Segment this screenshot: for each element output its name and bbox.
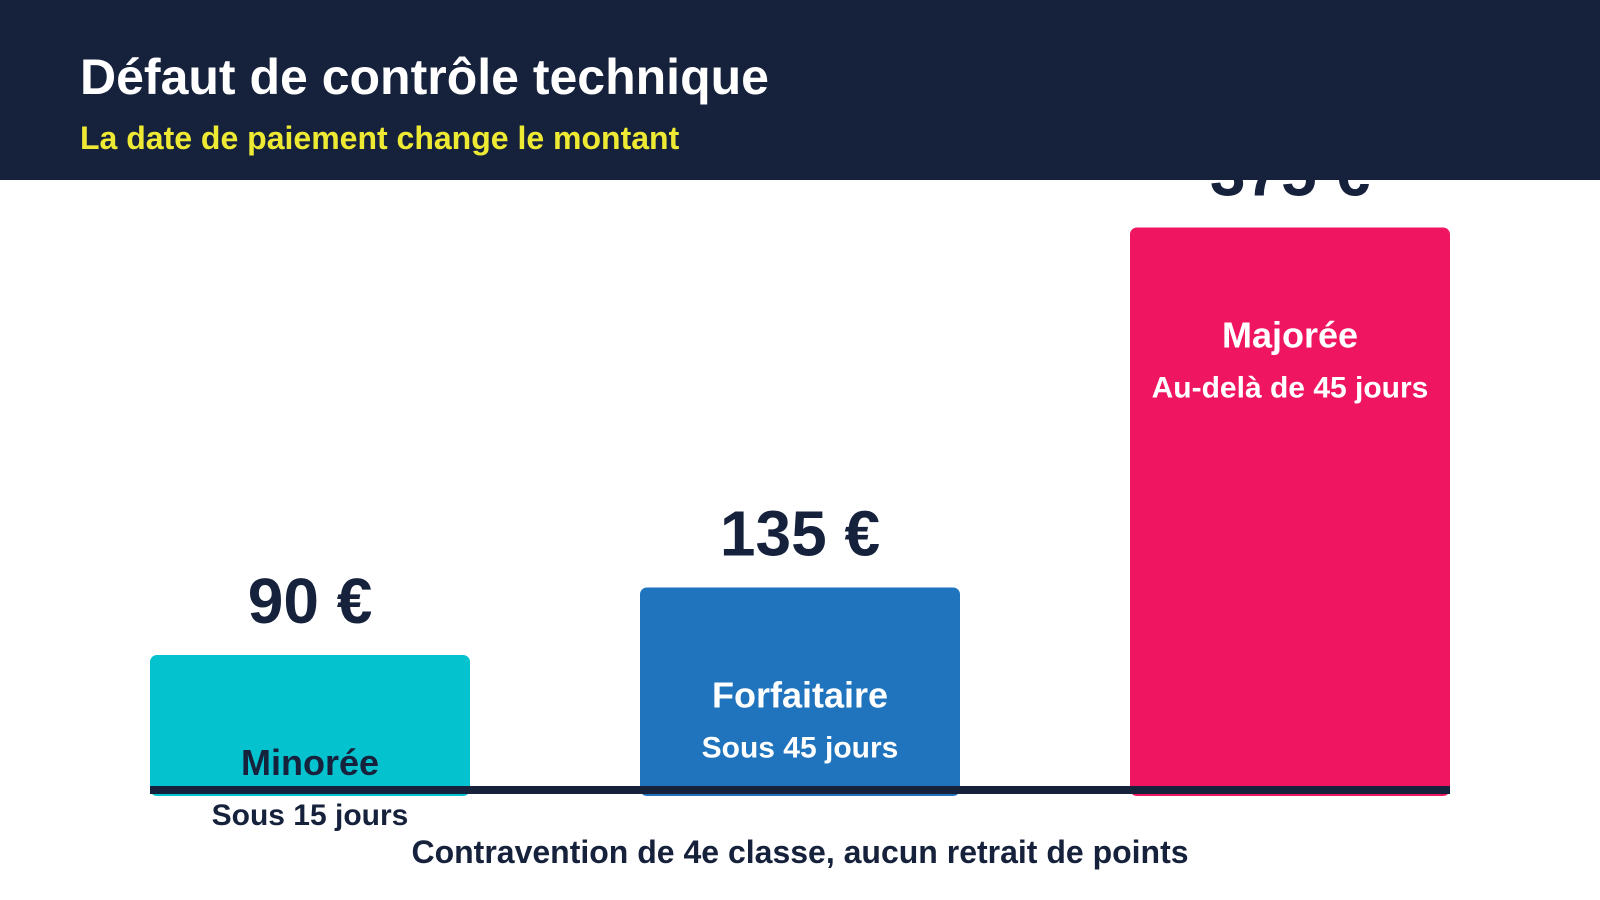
bar-sublabel-2: Sous 45 jours [702, 732, 899, 765]
bar-1 [150, 655, 470, 796]
bar-category-label-2: Forfaitaire [712, 675, 888, 716]
bar-value-label-1: 90 € [248, 565, 373, 637]
chart-baseline [150, 786, 1450, 794]
bar-sublabel-3: Au-delà de 45 jours [1152, 372, 1429, 405]
page-title: Défaut de contrôle technique [80, 49, 769, 105]
bar-value-label-2: 135 € [720, 498, 880, 570]
bar-category-label-1: Minorée [241, 742, 379, 783]
bar-2 [640, 587, 960, 796]
bar-3 [1130, 227, 1450, 796]
header-banner: Défaut de contrôle technique La date de … [0, 0, 1600, 180]
bar-value-label-3: 375 € [1210, 138, 1370, 210]
bar-sublabel-1: Sous 15 jours [212, 799, 409, 832]
bar-category-label-3: Majorée [1222, 315, 1358, 356]
page-subtitle: La date de paiement change le montant [80, 120, 680, 156]
footer-note: Contravention de 4e classe, aucun retrai… [411, 834, 1189, 870]
